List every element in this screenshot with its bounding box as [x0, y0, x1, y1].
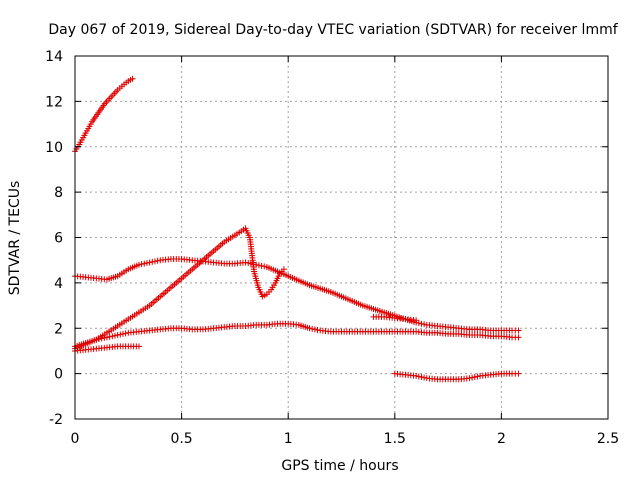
y-tick-label: -2	[49, 412, 63, 428]
data-point	[154, 257, 161, 264]
data-point	[114, 332, 121, 339]
data-point	[471, 374, 478, 381]
y-tick-label: 8	[54, 185, 63, 201]
data-point	[253, 261, 260, 268]
data-point	[98, 335, 105, 342]
y-tick-label: 14	[45, 49, 63, 65]
y-tick-labels: -2 0 2 4 6 8 10 12 14	[45, 49, 63, 428]
data-point	[515, 327, 522, 334]
data-point	[255, 262, 262, 269]
x-axis-label: GPS time / hours	[281, 458, 398, 474]
data-point	[143, 260, 150, 267]
data-point	[149, 258, 156, 265]
x-tick-label: 2	[497, 431, 506, 447]
chart-title: Day 067 of 2019, Sidereal Day-to-day VTE…	[48, 22, 618, 38]
data-point	[146, 259, 153, 266]
y-tick-label: 4	[54, 276, 63, 292]
x-tick-label: 1.5	[384, 431, 406, 447]
data-point	[247, 260, 254, 267]
data-point	[141, 260, 148, 267]
data-point	[95, 336, 102, 343]
x-tick-labels: 0 0.5 1 1.5 2 2.5	[71, 431, 620, 447]
data-point	[101, 334, 108, 341]
data-point	[135, 343, 142, 350]
data-point	[421, 321, 428, 328]
grid-lines	[75, 56, 608, 419]
axis-ticks	[74, 55, 609, 420]
data-point	[111, 332, 118, 339]
data-point	[515, 370, 522, 377]
data-point	[309, 325, 316, 332]
x-tick-label: 2.5	[597, 431, 619, 447]
data-point	[418, 320, 425, 327]
y-tick-label: 0	[54, 367, 63, 383]
data-point	[242, 259, 249, 266]
y-tick-label: 10	[45, 140, 63, 156]
y-tick-label: 12	[45, 94, 63, 110]
data-point	[138, 261, 145, 268]
data-point	[413, 372, 420, 379]
data-point	[117, 331, 124, 338]
data-points	[72, 75, 522, 383]
data-point	[515, 334, 522, 341]
data-point	[106, 333, 113, 340]
data-point	[474, 373, 481, 380]
y-tick-label: 2	[54, 321, 63, 337]
y-axis-label: SDTVAR / TECUs	[7, 181, 23, 296]
data-point	[109, 333, 116, 340]
data-point	[418, 374, 425, 381]
data-point	[103, 334, 110, 341]
data-point	[129, 75, 136, 82]
data-point	[151, 258, 158, 265]
data-point	[421, 374, 428, 381]
data-point	[245, 260, 252, 267]
x-tick-label: 1	[284, 431, 293, 447]
data-point	[93, 336, 100, 343]
x-tick-label: 0	[71, 431, 80, 447]
data-point	[469, 374, 476, 381]
data-point	[314, 326, 321, 333]
data-point	[135, 261, 142, 268]
data-point	[413, 317, 420, 324]
data-point	[415, 320, 422, 327]
data-point	[250, 261, 257, 268]
data-point	[119, 330, 126, 337]
data-point	[261, 263, 268, 270]
data-point	[466, 375, 473, 382]
y-tick-label: 6	[54, 231, 63, 247]
data-point	[306, 325, 313, 332]
data-point	[311, 326, 318, 333]
data-point	[258, 262, 265, 269]
data-point	[415, 373, 422, 380]
x-tick-label: 0.5	[170, 431, 192, 447]
data-point	[122, 330, 129, 337]
